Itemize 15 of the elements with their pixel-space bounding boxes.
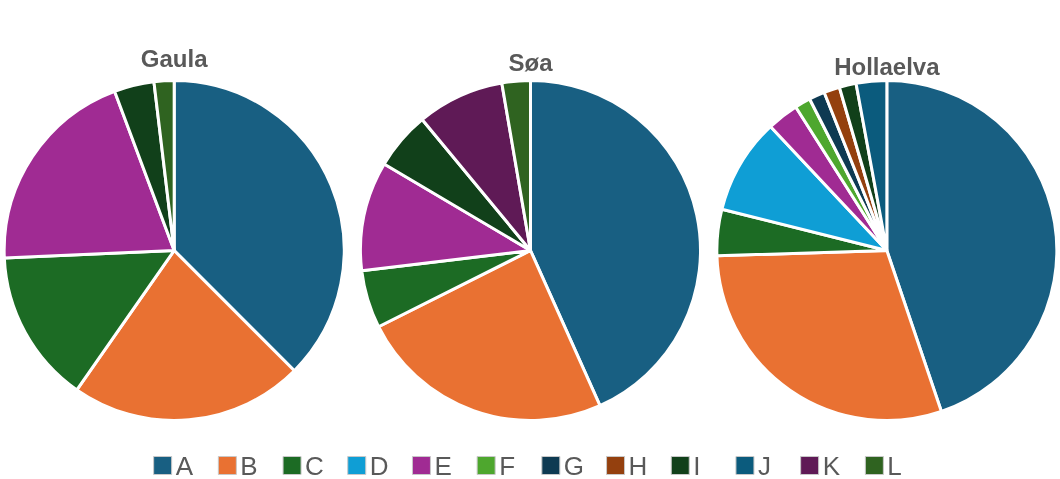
legend-label: G — [563, 450, 585, 479]
legend-label: D — [369, 450, 389, 479]
legend-label: J — [757, 450, 771, 479]
legend-label: E — [434, 450, 452, 479]
slice-label: Søa — [508, 49, 554, 76]
legend-label: L — [887, 450, 902, 479]
legend-label: K — [822, 450, 841, 479]
slice-label: Hollaelva — [834, 53, 941, 80]
legend-label: H — [628, 450, 648, 479]
legend-label: I — [693, 450, 701, 479]
slice-label: Gaula — [140, 45, 209, 72]
legend-label: A — [175, 450, 194, 479]
legend-label: F — [499, 450, 516, 479]
legend-label: B — [240, 450, 258, 479]
legend-label: C — [305, 450, 324, 479]
